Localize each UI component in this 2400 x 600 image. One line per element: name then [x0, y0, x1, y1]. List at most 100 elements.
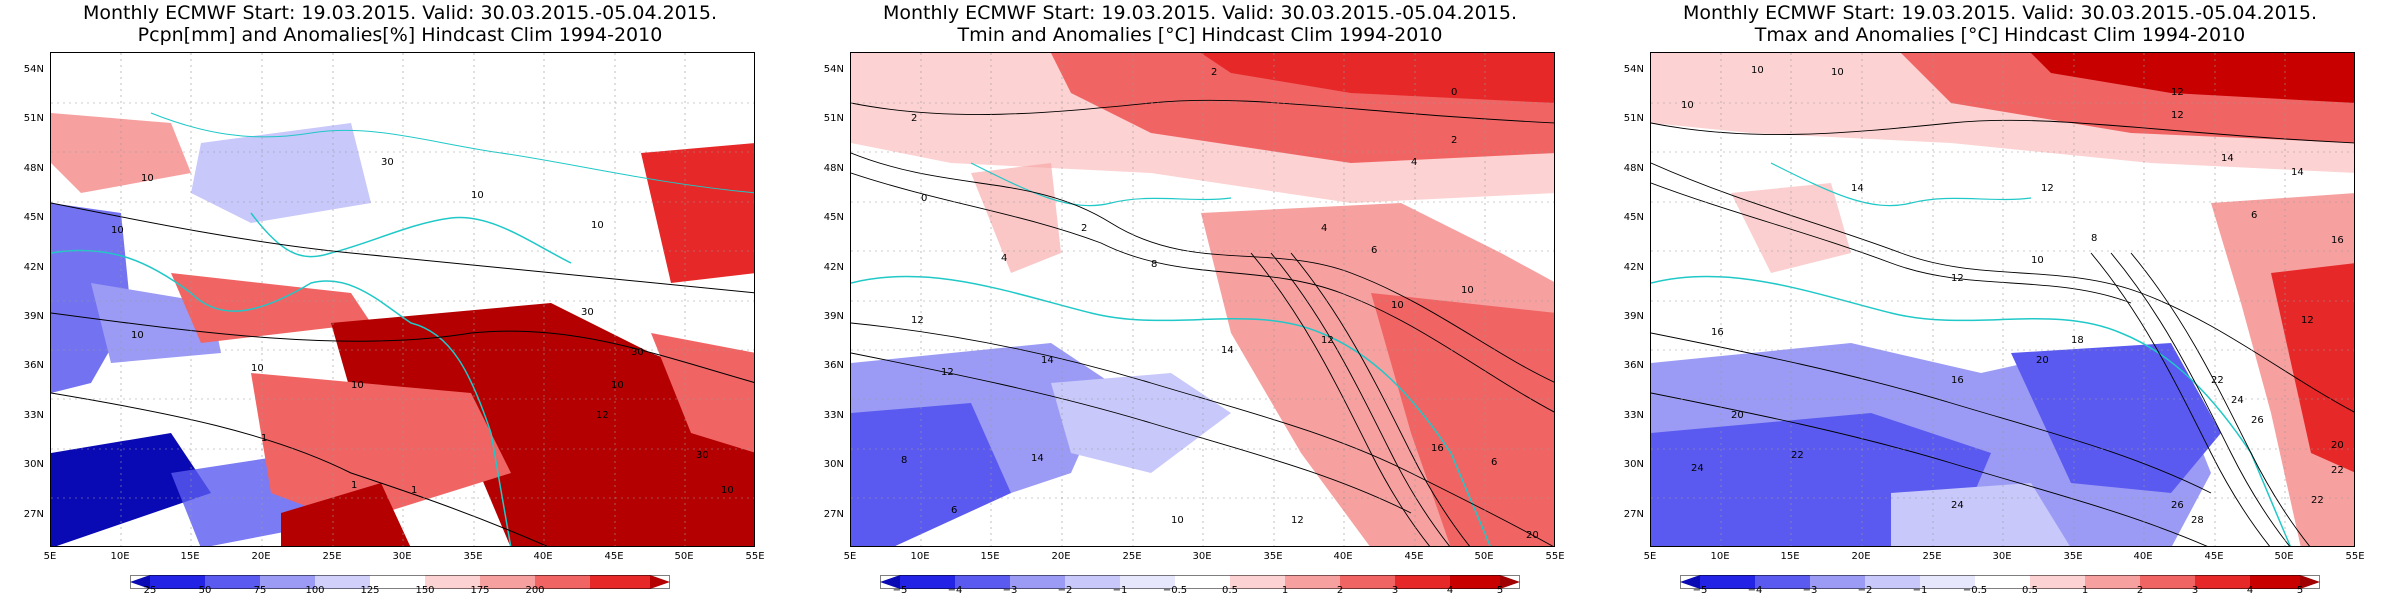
colorbar-swatch [315, 575, 370, 589]
contour-label: 30 [581, 307, 594, 318]
contour-label: 4 [1321, 223, 1327, 234]
lat-label: 30N [1623, 459, 1644, 470]
lon-label: 30E [1192, 551, 1212, 562]
contour-label: 12 [2301, 315, 2314, 326]
contour-label: 16 [2331, 235, 2344, 246]
contour-label: 10 [131, 330, 144, 341]
contour-label: 10 [1461, 285, 1474, 296]
lon-label: 45E [604, 551, 624, 562]
colorbar-swatch [590, 575, 650, 589]
contour-label: 12 [2171, 87, 2184, 98]
colorbar-swatch [205, 575, 260, 589]
contour-label: 0 [921, 193, 927, 204]
contour-label: 14 [1851, 183, 1864, 194]
contour-label: 14 [2291, 167, 2304, 178]
colorbar-label: 3 [1391, 585, 1399, 596]
contour-label: 12 [2041, 183, 2054, 194]
lat-label: 45N [1623, 212, 1644, 223]
lon-label: 10E [110, 551, 130, 562]
contour-label: 16 [1431, 443, 1444, 454]
map-area: 10 30 10 10 10 10 30 30 10 10 10 1 1 1 1… [50, 52, 755, 547]
lon-label: 30E [1992, 551, 2012, 562]
lon-label: 5E [1643, 551, 1657, 562]
map-subtitle: Tmax and Anomalies [°C] Hindcast Clim 19… [1754, 24, 2246, 46]
lon-label: 40E [1333, 551, 1353, 562]
contour-label: 10 [351, 380, 364, 391]
colorbar [130, 575, 670, 589]
colorbar-label: 0.5 [2022, 585, 2038, 596]
contour-label: 20 [1731, 410, 1744, 421]
colorbar-label: 150 [415, 585, 435, 596]
contour-label: 10 [2031, 255, 2044, 266]
contour-label: 12 [911, 315, 924, 326]
colorbar-label: −4 [1747, 585, 1763, 596]
colorbar-label: −1 [1112, 585, 1128, 596]
contour-label: 14 [1221, 345, 1234, 356]
lat-label: 36N [23, 360, 44, 371]
lon-label: 20E [1051, 551, 1071, 562]
contour-label: 30 [631, 347, 644, 358]
colorbar-swatch [1755, 575, 1810, 589]
colorbar-label: 4 [1446, 585, 1454, 596]
lon-label: 15E [1780, 551, 1800, 562]
map-title: Monthly ECMWF Start: 19.03.2015. Valid: … [1683, 2, 2317, 24]
lat-label: 27N [23, 509, 44, 520]
contour-label: 8 [2091, 233, 2097, 244]
contour-label: 6 [951, 505, 957, 516]
contour-label: 10 [251, 363, 264, 374]
colorbar-label: 2 [1336, 585, 1344, 596]
colorbar-label: 1 [2081, 585, 2089, 596]
lat-label: 33N [823, 410, 844, 421]
map-area: 2 0 2 2 4 0 2 4 6 8 10 12 14 12 14 8 6 1… [850, 52, 1555, 547]
contour-label: 10 [111, 225, 124, 236]
lat-label: 33N [1623, 410, 1644, 421]
lon-label: 45E [1404, 551, 1424, 562]
map-title: Monthly ECMWF Start: 19.03.2015. Valid: … [883, 2, 1517, 24]
colorbar-swatch [1340, 575, 1395, 589]
colorbar-label: 4 [2246, 585, 2254, 596]
contour-label: 2 [1211, 67, 1217, 78]
lon-label: 5E [843, 551, 857, 562]
colorbar-label: −3 [1002, 585, 1018, 596]
lat-label: 54N [823, 64, 844, 75]
contour-label: 6 [1371, 245, 1377, 256]
contour-label: 22 [2211, 375, 2224, 386]
colorbar-label: 100 [305, 585, 325, 596]
lat-label: 42N [1623, 262, 1644, 273]
contour-label: 6 [2251, 210, 2257, 221]
colorbar-label: −1 [1912, 585, 1928, 596]
lat-label: 27N [823, 509, 844, 520]
lat-label: 48N [1623, 163, 1644, 174]
colorbar-label: 0.5 [1222, 585, 1238, 596]
contour-label: 10 [1831, 67, 1844, 78]
contour-label: 22 [2311, 495, 2324, 506]
contour-label: 12 [596, 410, 609, 421]
contour-label: 22 [1791, 450, 1804, 461]
contour-label: 8 [901, 455, 907, 466]
colorbar-label: −0.5 [1162, 585, 1188, 596]
lon-label: 35E [2063, 551, 2083, 562]
colorbar-label: 125 [360, 585, 380, 596]
lon-label: 25E [1922, 551, 1942, 562]
lon-label: 30E [392, 551, 412, 562]
colorbar [880, 575, 1520, 589]
lat-label: 36N [1623, 360, 1644, 371]
contour-label: 2 [1081, 223, 1087, 234]
contour-label: 12 [1951, 273, 1964, 284]
colorbar-swatch [1700, 575, 1755, 589]
colorbar-swatch [130, 575, 150, 589]
colorbar-label: −2 [1857, 585, 1873, 596]
map-canvas: 10 30 10 10 10 10 30 30 10 10 10 1 1 1 1… [51, 53, 754, 546]
contour-label: 14 [1041, 355, 1054, 366]
contour-label: 20 [2331, 440, 2344, 451]
contour-label: 24 [2231, 395, 2244, 406]
colorbar-label: 50 [198, 585, 212, 596]
colorbar-swatch [1450, 575, 1500, 589]
contour-label: 2 [911, 113, 917, 124]
lon-label: 25E [322, 551, 342, 562]
colorbar-label: 3 [2191, 585, 2199, 596]
lon-label: 40E [2133, 551, 2153, 562]
lon-label: 35E [463, 551, 483, 562]
colorbar-swatch [1285, 575, 1340, 589]
lat-label: 54N [23, 64, 44, 75]
